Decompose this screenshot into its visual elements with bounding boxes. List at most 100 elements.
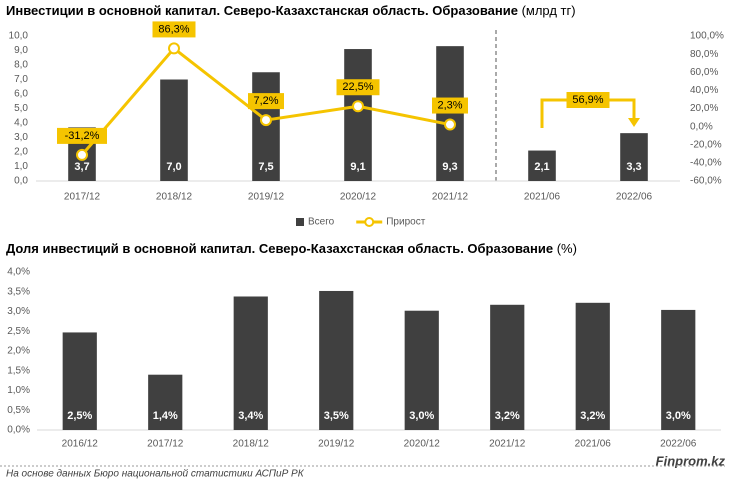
y-tick-label: 2,0%: [7, 346, 30, 357]
y-tick-label: 6,0: [14, 89, 28, 100]
bar-value-label: 9,1: [350, 161, 365, 173]
y-tick-label: 0,0%: [7, 425, 30, 436]
x-tick-label: 2018/12: [233, 439, 270, 450]
x-tick-label: 2020/12: [404, 439, 441, 450]
legend-label: Всего: [308, 217, 335, 228]
title-main: Доля инвестиций в основной капитал. Севе…: [6, 241, 553, 256]
x-tick-label: 2022/06: [616, 192, 653, 203]
x-tick-label: 2020/12: [340, 192, 377, 203]
y2-tick-label: -40,0%: [690, 158, 722, 169]
bar-value-label: 7,0: [166, 161, 181, 173]
line-value-label: 7,2%: [253, 95, 278, 107]
chart-title: Доля инвестиций в основной капитал. Севе…: [6, 241, 577, 256]
x-tick-label: 2019/12: [318, 439, 355, 450]
y-tick-label: 0,0: [14, 176, 28, 187]
bar: [160, 79, 188, 181]
y-tick-label: 3,0%: [7, 306, 30, 317]
bar-value-label: 3,4%: [238, 410, 263, 422]
y2-tick-label: 100,0%: [690, 31, 724, 42]
y2-tick-label: 60,0%: [690, 67, 718, 78]
bar-value-label: 3,3: [626, 161, 641, 173]
line-marker: [352, 100, 364, 113]
line-marker: [444, 118, 456, 131]
y-tick-label: 2,5%: [7, 326, 30, 337]
source: На основе данных Бюро национальной стати…: [6, 469, 305, 480]
bar: [252, 72, 280, 181]
y-tick-label: 10,0: [9, 31, 29, 42]
brand: Finprom.kz: [656, 453, 726, 468]
line-value-label: 86,3%: [158, 23, 189, 35]
bar-value-label: 9,3: [442, 161, 457, 173]
line-marker: [260, 114, 272, 127]
bar-value-label: 3,7: [74, 161, 89, 173]
annotation-arrow: [628, 118, 640, 127]
bar-value-label: 3,2%: [495, 410, 520, 422]
y-tick-label: 4,0: [14, 118, 28, 129]
y2-tick-label: 20,0%: [690, 103, 718, 114]
title-unit: (%): [557, 241, 577, 256]
legend-swatch: [296, 218, 304, 226]
line-value-label: -31,2%: [65, 130, 100, 142]
title-main: Инвестиции в основной капитал. Северо-Ка…: [6, 3, 518, 18]
value-label-box: [248, 93, 284, 110]
bar: [528, 150, 556, 181]
y-tick-label: 3,0: [14, 132, 28, 143]
x-tick-label: 2016/12: [62, 439, 99, 450]
y-tick-label: 8,0: [14, 60, 28, 71]
bar-value-label: 7,5: [258, 161, 273, 173]
bar: [575, 302, 610, 430]
bar: [233, 296, 268, 430]
y-tick-label: 2,0: [14, 147, 28, 158]
y2-tick-label: 40,0%: [690, 85, 718, 96]
line-marker: [76, 148, 88, 161]
y-tick-label: 4,0%: [7, 267, 30, 278]
bar: [404, 310, 439, 430]
y-tick-label: 1,5%: [7, 365, 30, 376]
bar-value-label: 3,2%: [580, 410, 605, 422]
y2-tick-label: -60,0%: [690, 176, 722, 187]
line-value-label: 22,5%: [342, 81, 373, 93]
title-unit: (млрд тг): [522, 3, 576, 18]
y-tick-label: 1,0: [14, 161, 28, 172]
bar: [319, 290, 354, 430]
y-tick-label: 0,5%: [7, 405, 30, 416]
value-label-box: [57, 127, 107, 144]
annotation-box: [566, 92, 610, 108]
line-value-label: 2,3%: [437, 99, 462, 111]
bar: [344, 49, 372, 181]
bar-value-label: 2,1: [534, 161, 549, 173]
legend-marker: [364, 217, 375, 227]
value-label-box: [432, 97, 468, 114]
bar-value-label: 2,5%: [67, 410, 92, 422]
value-label-box: [336, 79, 380, 96]
bar: [661, 309, 696, 430]
value-label-box: [152, 21, 196, 38]
line-marker: [168, 42, 180, 55]
x-tick-label: 2021/06: [524, 192, 561, 203]
bar-value-label: 1,4%: [153, 410, 178, 422]
bar-value-label: 3,0%: [666, 410, 691, 422]
bar-value-label: 3,0%: [409, 410, 434, 422]
y2-tick-label: 0,0%: [690, 121, 713, 132]
bar: [620, 133, 648, 181]
y2-tick-label: -20,0%: [690, 139, 722, 150]
x-tick-label: 2022/06: [660, 439, 697, 450]
bar: [490, 304, 525, 430]
y-tick-label: 1,0%: [7, 385, 30, 396]
x-tick-label: 2018/12: [156, 192, 193, 203]
y-tick-label: 9,0: [14, 45, 28, 56]
y-tick-label: 5,0: [14, 103, 28, 114]
bar: [62, 332, 97, 430]
y-tick-label: 7,0: [14, 74, 28, 85]
x-tick-label: 2017/12: [64, 192, 101, 203]
x-tick-label: 2019/12: [248, 192, 285, 203]
legend-label: Прирост: [386, 217, 425, 228]
bar: [148, 374, 183, 430]
y2-tick-label: 80,0%: [690, 49, 718, 60]
bar: [436, 46, 464, 182]
bar-value-label: 3,5%: [324, 410, 349, 422]
x-tick-label: 2021/12: [489, 439, 526, 450]
annotation: 56,9%: [572, 94, 603, 106]
chart-title: Инвестиции в основной капитал. Северо-Ка…: [6, 3, 576, 18]
x-tick-label: 2021/06: [575, 439, 612, 450]
